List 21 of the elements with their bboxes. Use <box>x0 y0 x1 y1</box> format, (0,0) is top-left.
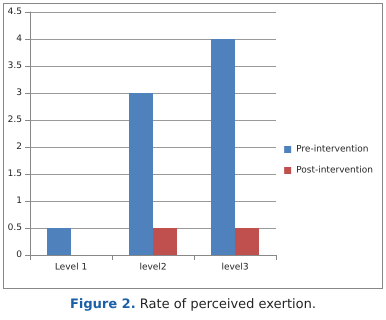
y-tick-label: 3 <box>16 88 22 98</box>
bar <box>153 228 177 255</box>
y-tick-label: 4 <box>16 34 22 44</box>
legend-label: Post-intervention <box>296 166 374 176</box>
y-tick-label: 2 <box>16 142 22 152</box>
x-tick-label: level2 <box>139 262 167 272</box>
y-tick-label: 1 <box>16 196 22 206</box>
bar <box>235 228 259 255</box>
y-tick-label: 0.5 <box>8 223 22 233</box>
y-tick-label: 3.5 <box>8 61 22 71</box>
x-tick-label: level3 <box>221 262 249 272</box>
legend-label: Pre-intervention <box>296 144 368 154</box>
y-tick-label: 0 <box>16 250 22 260</box>
y-tick-label: 4.5 <box>8 7 22 17</box>
x-tick-label: Level 1 <box>54 262 88 272</box>
bar <box>47 228 71 255</box>
text: Figure 2. Rate of perceived exertion. <box>70 297 316 312</box>
bar <box>211 39 235 255</box>
bar <box>129 93 153 255</box>
y-tick-label: 1.5 <box>8 169 22 179</box>
y-tick-label: 2.5 <box>8 115 22 125</box>
